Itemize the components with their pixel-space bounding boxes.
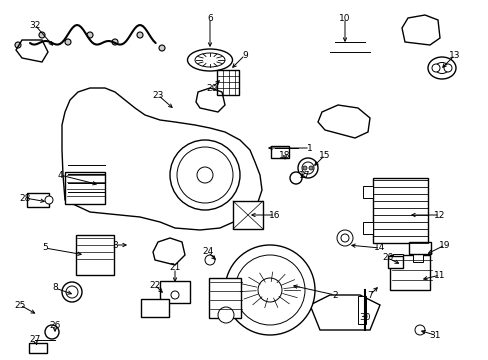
Text: 5: 5: [42, 243, 48, 252]
Text: 26: 26: [49, 320, 61, 329]
Text: 31: 31: [428, 330, 440, 339]
Text: 17: 17: [299, 171, 310, 180]
Text: 4: 4: [57, 171, 62, 180]
Bar: [372, 177, 427, 243]
Ellipse shape: [434, 63, 448, 73]
Circle shape: [336, 230, 352, 246]
Bar: [392, 254, 402, 262]
Text: 32: 32: [29, 21, 41, 30]
Ellipse shape: [195, 53, 224, 67]
Bar: [208, 278, 241, 318]
Text: 16: 16: [269, 211, 280, 220]
Text: 19: 19: [438, 240, 450, 249]
Text: 13: 13: [448, 50, 460, 59]
Bar: [29, 343, 47, 353]
Circle shape: [45, 325, 59, 339]
Bar: [141, 299, 169, 317]
Bar: [217, 69, 239, 95]
Text: 1: 1: [306, 144, 312, 153]
Circle shape: [197, 167, 213, 183]
Circle shape: [289, 172, 302, 184]
Text: 8: 8: [52, 284, 58, 292]
Circle shape: [65, 39, 71, 45]
Bar: [389, 255, 429, 289]
Bar: [386, 256, 402, 268]
Circle shape: [297, 158, 317, 178]
Bar: [362, 186, 372, 198]
Bar: [76, 235, 114, 275]
Circle shape: [303, 166, 306, 170]
Bar: [408, 242, 430, 254]
Bar: [362, 222, 372, 234]
Circle shape: [45, 196, 53, 204]
Text: 30: 30: [359, 314, 370, 323]
Bar: [65, 172, 105, 204]
Ellipse shape: [427, 57, 455, 79]
Text: 3: 3: [112, 240, 118, 249]
Circle shape: [62, 282, 82, 302]
Text: 9: 9: [242, 50, 247, 59]
Circle shape: [431, 64, 439, 72]
Circle shape: [112, 39, 118, 45]
Circle shape: [204, 255, 215, 265]
Text: 15: 15: [319, 150, 330, 159]
Ellipse shape: [187, 49, 232, 71]
Circle shape: [218, 307, 234, 323]
Text: 11: 11: [433, 270, 445, 279]
Bar: [27, 193, 49, 207]
Text: 2: 2: [331, 291, 337, 300]
Text: 10: 10: [339, 14, 350, 23]
Text: 12: 12: [433, 211, 445, 220]
Circle shape: [224, 245, 314, 335]
Bar: [160, 281, 190, 303]
Text: 20: 20: [382, 253, 393, 262]
Circle shape: [177, 147, 232, 203]
Circle shape: [15, 42, 21, 48]
Text: 7: 7: [366, 291, 372, 300]
Circle shape: [66, 286, 78, 298]
Circle shape: [340, 234, 348, 242]
Text: 14: 14: [373, 243, 385, 252]
Circle shape: [414, 325, 424, 335]
Text: 22: 22: [149, 280, 160, 289]
Text: 27: 27: [29, 336, 41, 345]
Circle shape: [170, 140, 240, 210]
Text: 21: 21: [169, 264, 181, 273]
Circle shape: [159, 45, 164, 51]
Circle shape: [87, 32, 93, 38]
Circle shape: [302, 162, 313, 174]
Circle shape: [235, 255, 305, 325]
Bar: [357, 296, 365, 324]
Text: 25: 25: [14, 301, 26, 310]
Circle shape: [171, 291, 179, 299]
Circle shape: [258, 278, 282, 302]
Text: 28: 28: [19, 194, 31, 202]
Text: 24: 24: [202, 248, 213, 256]
Bar: [270, 146, 288, 158]
Circle shape: [443, 64, 451, 72]
Circle shape: [137, 32, 142, 38]
Circle shape: [39, 32, 45, 38]
Bar: [232, 201, 263, 229]
Text: 23: 23: [152, 90, 163, 99]
Text: 29: 29: [206, 84, 217, 93]
Text: 6: 6: [207, 14, 212, 23]
Bar: [412, 254, 422, 262]
Circle shape: [308, 166, 312, 170]
Text: 18: 18: [279, 150, 290, 159]
